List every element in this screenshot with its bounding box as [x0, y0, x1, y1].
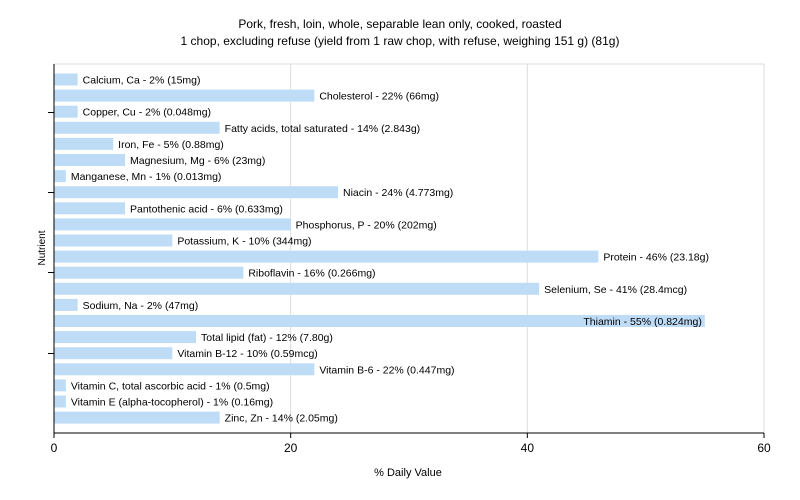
grid-lines — [53, 63, 765, 434]
plot-frame — [53, 63, 765, 434]
bar-label: Protein - 46% (23.18g) — [603, 252, 709, 264]
bar-label: Vitamin E (alpha-tocopherol) - 1% (0.16m… — [71, 397, 273, 409]
bar — [54, 73, 78, 86]
x-axis-label: % Daily Value — [374, 467, 442, 479]
bar-label: Thiamin - 55% (0.824mg) — [583, 316, 701, 328]
bar — [54, 170, 66, 183]
x-tick-label: 20 — [284, 441, 298, 455]
bar-label: Riboflavin - 16% (0.266mg) — [248, 268, 375, 280]
bar — [54, 89, 315, 102]
bar — [54, 331, 196, 344]
axes: 0 20 40 60 — [48, 64, 771, 455]
bar — [54, 154, 125, 166]
bar — [54, 379, 66, 392]
y-axis-label: Nutrient — [37, 230, 48, 265]
bar — [54, 298, 78, 311]
bar-label: Vitamin B-12 - 10% (0.59mcg) — [177, 348, 317, 360]
bar-label: Potassium, K - 10% (344mg) — [177, 236, 311, 248]
bar — [54, 234, 173, 247]
bars: Calcium, Ca - 2% (15mg) Cholesterol - 22%… — [54, 73, 709, 425]
bar-label: Niacin - 24% (4.773mg) — [343, 187, 453, 199]
x-tick-label: 60 — [757, 441, 771, 455]
bar — [54, 121, 220, 134]
bar — [54, 137, 114, 150]
bar — [54, 395, 66, 408]
x-tick-label: 0 — [51, 441, 58, 455]
bar — [54, 411, 220, 424]
bar-label: Vitamin C, total ascorbic acid - 1% (0.5… — [71, 380, 270, 392]
bar — [54, 186, 338, 199]
bar-label: Fatty acids, total saturated - 14% (2.84… — [225, 123, 421, 135]
bar-label: Vitamin B-6 - 22% (0.447mg) — [319, 364, 454, 376]
chart-title: Pork, fresh, loin, whole, separable lean… — [238, 17, 562, 31]
bar-label: Manganese, Mn - 1% (0.013mg) — [71, 171, 222, 183]
bar-label: Total lipid (fat) - 12% (7.80g) — [201, 332, 333, 344]
bar — [54, 250, 599, 263]
bar — [54, 315, 705, 327]
bar-label: Iron, Fe - 5% (0.88mg) — [118, 139, 224, 151]
bar-label: Calcium, Ca - 2% (15mg) — [83, 75, 201, 87]
bar — [54, 105, 78, 118]
x-tick-label: 40 — [521, 441, 535, 455]
bar-label: Copper, Cu - 2% (0.048mg) — [83, 107, 211, 119]
bar-label: Magnesium, Mg - 6% (23mg) — [130, 155, 265, 167]
bar-label: Pantothenic acid - 6% (0.633mg) — [130, 203, 283, 215]
chart-title-block: Pork, fresh, loin, whole, separable lean… — [0, 16, 800, 50]
bar — [54, 347, 173, 360]
bar-label: Sodium, Na - 2% (47mg) — [83, 300, 199, 312]
bar-label: Cholesterol - 22% (66mg) — [319, 91, 439, 103]
chart-subtitle: 1 chop, excluding refuse (yield from 1 r… — [180, 34, 620, 48]
bar-label: Zinc, Zn - 14% (2.05mg) — [225, 413, 338, 425]
bar-label: Selenium, Se - 41% (28.4mcg) — [544, 284, 687, 296]
bar-label: Phosphorus, P - 20% (202mg) — [296, 219, 437, 231]
bar — [54, 218, 291, 231]
bar — [54, 282, 540, 295]
bar — [54, 363, 315, 376]
bar — [54, 266, 244, 279]
bar — [54, 202, 125, 215]
